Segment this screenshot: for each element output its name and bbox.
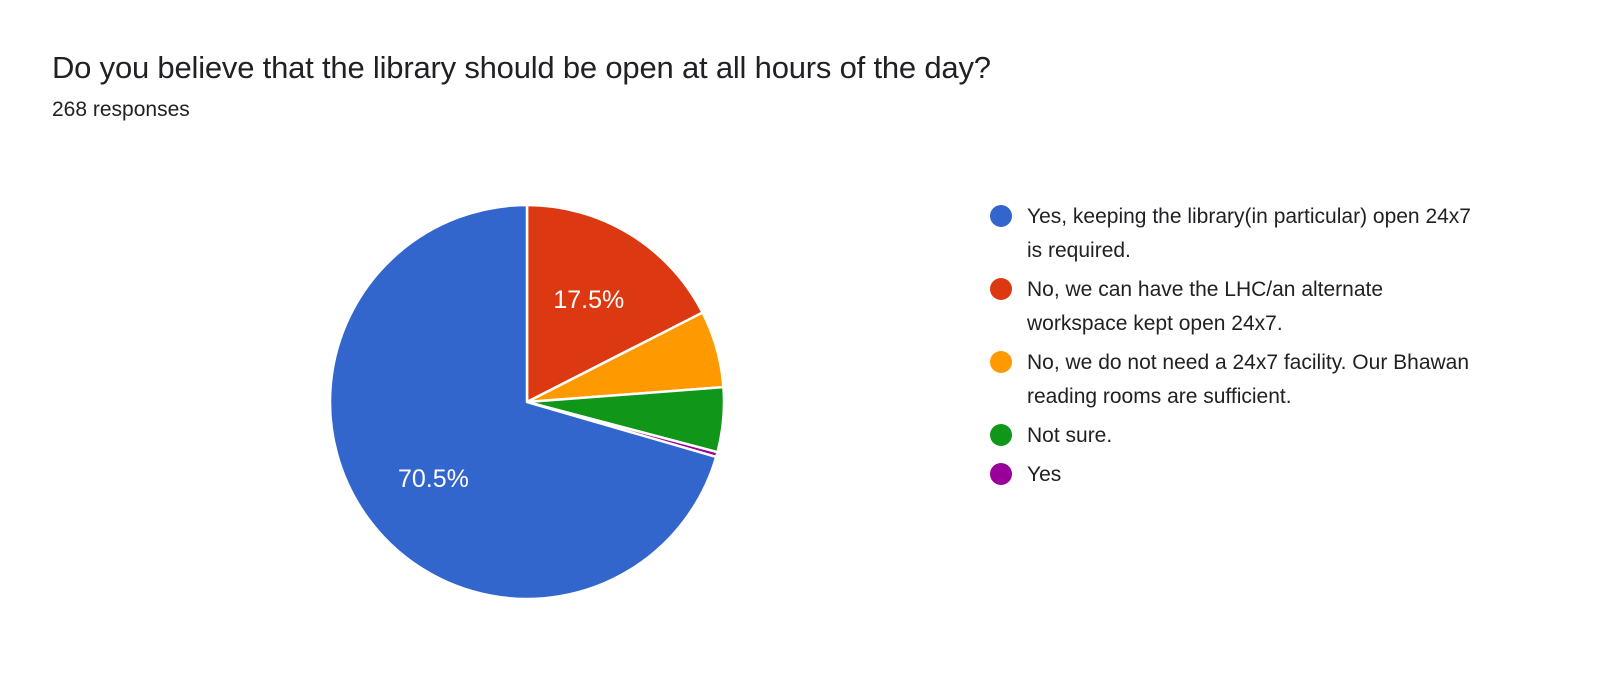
chart-header: Do you believe that the library should b… (52, 48, 1352, 124)
pie-chart-svg: 17.5% 70.5% (328, 203, 726, 601)
response-count: 268 responses (52, 98, 190, 121)
legend-item-label: Yes, keeping the library(in particular) … (1027, 205, 1471, 262)
legend-color-swatch-icon (990, 424, 1012, 446)
legend-item[interactable]: Not sure. (990, 419, 1510, 453)
legend-item-label: No, we can have the LHC/an alternate wor… (1027, 278, 1384, 335)
legend-color-swatch-icon (990, 463, 1012, 485)
pie-slice[interactable] (328, 203, 718, 601)
legend-item-label: Yes (1027, 463, 1062, 486)
legend-item-label: Not sure. (1027, 424, 1113, 447)
legend-color-swatch-icon (990, 351, 1012, 373)
pie-slice-label: 17.5% (553, 286, 624, 314)
legend-color-swatch-icon (990, 205, 1012, 227)
legend-item[interactable]: No, we do not need a 24x7 facility. Our … (990, 346, 1510, 414)
legend-color-swatch-icon (990, 278, 1012, 300)
pie-label-group: 17.5% 70.5% (398, 286, 624, 493)
legend-item-label: No, we do not need a 24x7 facility. Our … (1027, 351, 1470, 408)
page-title: Do you believe that the library should b… (52, 50, 991, 85)
chart-legend: Yes, keeping the library(in particular) … (990, 200, 1510, 497)
legend-item[interactable]: Yes, keeping the library(in particular) … (990, 200, 1510, 268)
pie-slice-group (328, 203, 726, 601)
legend-item[interactable]: Yes (990, 458, 1510, 492)
pie-chart[interactable]: 17.5% 70.5% (310, 185, 750, 625)
pie-slice[interactable] (525, 203, 704, 404)
pie-slice-label: 70.5% (398, 465, 469, 493)
legend-item[interactable]: No, we can have the LHC/an alternate wor… (990, 273, 1510, 341)
